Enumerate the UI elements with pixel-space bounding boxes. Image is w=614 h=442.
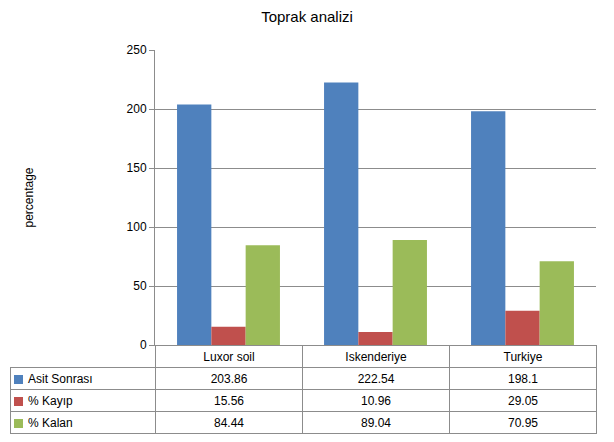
html-text:70.95: 70.95 — [508, 415, 538, 430]
html-text:10.96: 10.96 — [361, 393, 391, 408]
html-text:% Kalan: % Kalan — [28, 415, 73, 430]
html-text:222.54: 222.54 — [357, 371, 395, 386]
svg-text:percentage: percentage — [22, 167, 36, 227]
svg-text:250: 250 — [127, 43, 147, 57]
html-text:15.56: 15.56 — [214, 393, 244, 408]
svg-text:100: 100 — [127, 220, 147, 234]
html-text:Iskenderiye: Iskenderiye — [345, 349, 407, 364]
html-text:% Kayıp: % Kayıp — [28, 393, 73, 408]
html-text:Turkiye: Turkiye — [503, 349, 543, 364]
html-text:198.1: 198.1 — [508, 371, 538, 386]
svg-text:Toprak analizi: Toprak analizi — [261, 8, 353, 25]
svg-text:200: 200 — [127, 102, 147, 116]
html-text:29.05: 29.05 — [508, 393, 538, 408]
svg-text:0: 0 — [139, 338, 147, 353]
html-text:203.86: 203.86 — [210, 371, 248, 386]
html-text:Luxor soil: Luxor soil — [203, 349, 255, 364]
html-text:Asit Sonrası: Asit Sonrası — [28, 371, 93, 386]
html-text:89.04: 89.04 — [361, 415, 391, 430]
html-text:84.44: 84.44 — [214, 415, 244, 430]
svg-text:50: 50 — [133, 279, 147, 293]
svg-text:150: 150 — [127, 161, 147, 175]
